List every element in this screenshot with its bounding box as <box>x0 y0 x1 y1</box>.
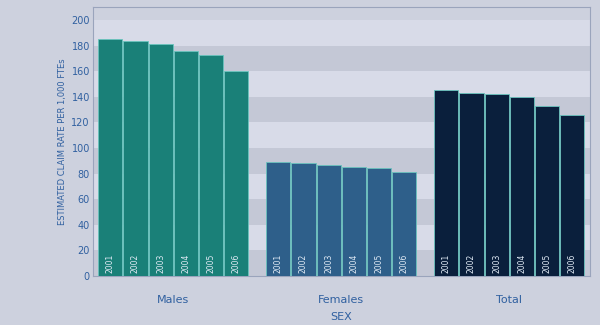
Text: 2004: 2004 <box>181 254 190 273</box>
Bar <box>92 174 590 199</box>
Bar <box>560 115 584 276</box>
Text: Total: Total <box>496 295 522 305</box>
Text: 2006: 2006 <box>568 254 577 273</box>
Text: Males: Males <box>157 295 190 305</box>
Bar <box>92 250 590 276</box>
Text: 2001: 2001 <box>106 254 115 273</box>
Text: Females: Females <box>318 295 364 305</box>
Bar <box>92 46 590 71</box>
Text: 2003: 2003 <box>492 254 501 273</box>
Text: 2005: 2005 <box>542 254 551 273</box>
Bar <box>92 225 590 250</box>
Bar <box>266 162 290 276</box>
Bar <box>124 41 148 276</box>
Text: 2002: 2002 <box>131 254 140 273</box>
Bar <box>92 148 590 174</box>
Bar <box>98 39 122 276</box>
Text: 2005: 2005 <box>206 254 215 273</box>
Bar <box>92 71 590 97</box>
Text: 2006: 2006 <box>400 254 409 273</box>
Text: 2002: 2002 <box>467 254 476 273</box>
Text: 2004: 2004 <box>349 254 358 273</box>
Text: 2006: 2006 <box>232 254 241 273</box>
Text: 2001: 2001 <box>274 254 283 273</box>
Text: 2002: 2002 <box>299 254 308 273</box>
Bar <box>149 45 173 276</box>
Y-axis label: ESTIMATED CLAIM RATE PER 1,000 FTEs: ESTIMATED CLAIM RATE PER 1,000 FTEs <box>58 58 67 225</box>
Bar <box>199 55 223 276</box>
Bar <box>92 20 590 46</box>
Text: 2005: 2005 <box>374 254 383 273</box>
Text: 2003: 2003 <box>324 254 333 273</box>
Bar <box>92 97 590 123</box>
Bar <box>510 97 534 276</box>
Bar <box>92 123 590 148</box>
Bar <box>460 93 484 276</box>
Bar <box>174 51 198 276</box>
Bar <box>485 94 509 276</box>
Text: SEX: SEX <box>331 312 352 322</box>
Bar <box>342 167 366 276</box>
Bar <box>224 71 248 276</box>
Bar <box>535 106 559 276</box>
Bar <box>317 165 341 276</box>
Bar <box>392 172 416 276</box>
Bar <box>434 90 458 276</box>
Text: 2001: 2001 <box>442 254 451 273</box>
Bar <box>292 163 316 276</box>
Bar <box>92 199 590 225</box>
Bar <box>367 168 391 276</box>
Text: 2004: 2004 <box>517 254 526 273</box>
Text: 2003: 2003 <box>156 254 165 273</box>
